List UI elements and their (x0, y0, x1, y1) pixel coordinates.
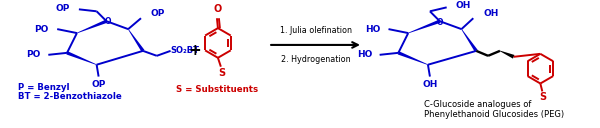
Text: OH: OH (422, 80, 437, 89)
Text: OP: OP (91, 80, 106, 89)
Text: 2. Hydrogenation: 2. Hydrogenation (281, 55, 350, 64)
Text: PO: PO (34, 25, 49, 34)
Text: S: S (540, 92, 547, 102)
Text: HO: HO (357, 50, 373, 59)
Text: OH: OH (483, 9, 499, 18)
Text: OP: OP (151, 9, 165, 18)
Text: O: O (214, 4, 222, 14)
Text: O: O (437, 18, 443, 27)
Text: HO: HO (365, 25, 380, 34)
Text: S = Substituents: S = Substituents (176, 86, 257, 94)
Text: P = Benzyl: P = Benzyl (18, 83, 69, 92)
Text: OH: OH (455, 1, 471, 10)
Text: C-Glucoside analogues of: C-Glucoside analogues of (424, 100, 532, 109)
Text: SO₂BT: SO₂BT (170, 46, 200, 55)
Text: 1. Julia olefination: 1. Julia olefination (280, 26, 352, 35)
Polygon shape (77, 20, 107, 33)
Text: O: O (104, 17, 111, 26)
Text: S: S (218, 68, 226, 78)
Text: +: + (188, 43, 200, 58)
Text: OP: OP (56, 4, 70, 13)
Polygon shape (500, 51, 515, 59)
Polygon shape (461, 29, 478, 52)
Polygon shape (67, 51, 97, 65)
Text: PO: PO (26, 50, 41, 59)
Text: Phenylethanoid Glucosides (PEG): Phenylethanoid Glucosides (PEG) (424, 110, 564, 119)
Polygon shape (398, 51, 428, 65)
Polygon shape (408, 20, 440, 33)
Text: BT = 2-Benzothiazole: BT = 2-Benzothiazole (18, 92, 121, 101)
Polygon shape (128, 29, 145, 52)
